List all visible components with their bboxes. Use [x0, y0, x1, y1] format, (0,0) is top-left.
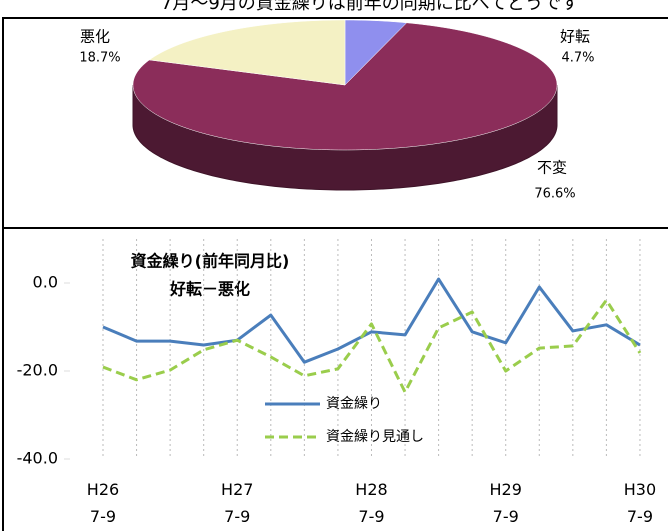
x-tick-line: 7-9: [493, 507, 519, 526]
x-tick-line: 7-9: [224, 507, 250, 526]
x-tick-line: H26: [87, 480, 119, 499]
legend-label: 資金繰り見通し: [326, 429, 424, 445]
y-tick-label: -40.0: [17, 449, 58, 468]
x-tick-line: 7-9: [90, 507, 116, 526]
page-title: 7月～9月の資金繰りは前年の同期に比べてどうです: [161, 0, 579, 14]
x-tick-line: 7-9: [358, 507, 384, 526]
pie-slice: [148, 19, 346, 86]
x-tick-label: H28 7-9: [355, 480, 387, 526]
x-tick-line: H29: [490, 480, 522, 499]
x-tick-label: H26 7-9: [87, 480, 119, 526]
x-tick-label: H27 7-9: [221, 480, 253, 526]
line-series: [102, 277, 641, 364]
y-tick-label: -20.0: [17, 361, 58, 380]
legend-label: 資金繰り: [326, 396, 382, 412]
x-tick-line: H27: [221, 480, 253, 499]
y-tick-label: 0.0: [33, 273, 58, 292]
x-tick-label: H30 7-9: [624, 480, 656, 526]
pie-label: 悪化: [80, 28, 110, 46]
pie-slice: [344, 19, 408, 86]
pie-slice: [132, 22, 558, 151]
line-series: [102, 298, 642, 394]
pie-label: 不変: [537, 159, 567, 177]
x-tick-line: 7-9: [627, 507, 653, 526]
pie-value-label: 4.7%: [561, 51, 594, 66]
line-frame: [2, 227, 668, 531]
pie-value-label: 76.6%: [534, 187, 575, 202]
x-tick-line: H30: [624, 480, 656, 499]
pie-value-label: 18.7%: [79, 51, 120, 66]
x-tick-label: H29 7-9: [490, 480, 522, 526]
x-tick-line: H28: [355, 480, 387, 499]
line-subtitle: 好転－悪化: [169, 280, 250, 299]
pie-label: 好転: [560, 28, 590, 46]
line-title: 資金繰り(前年同月比): [131, 252, 290, 271]
